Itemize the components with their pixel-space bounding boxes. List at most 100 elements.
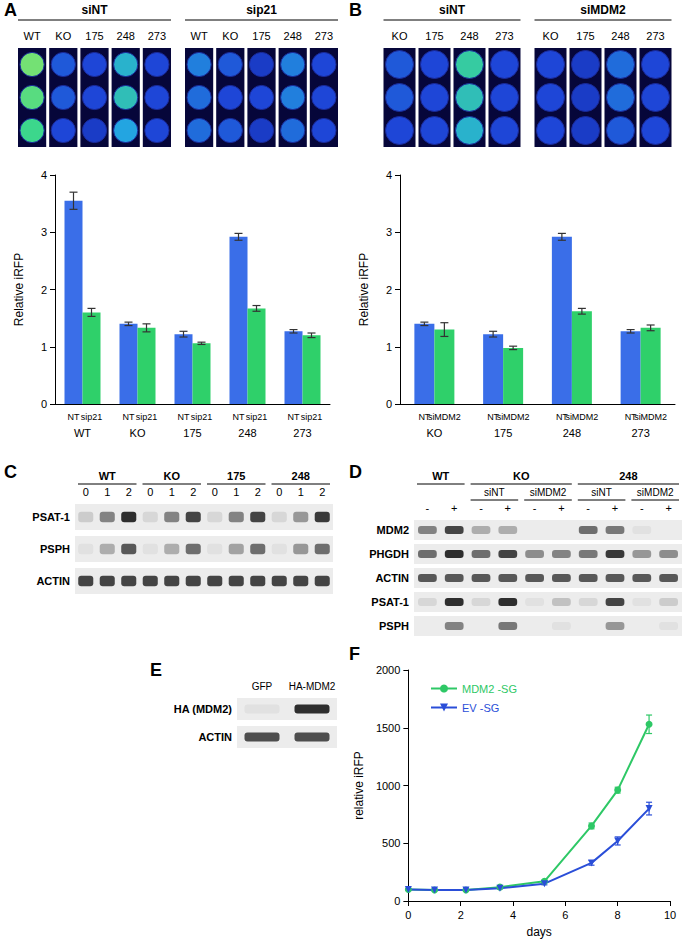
svg-text:1: 1 (41, 341, 47, 353)
svg-text:175: 175 (576, 30, 594, 42)
svg-text:1: 1 (298, 486, 304, 498)
svg-text:+: + (451, 502, 457, 514)
svg-text:WT: WT (432, 470, 449, 482)
svg-text:4: 4 (510, 909, 516, 921)
svg-text:1: 1 (386, 341, 392, 353)
svg-text:WT: WT (191, 30, 208, 42)
svg-text:273: 273 (148, 30, 166, 42)
svg-text:siMDM2: siMDM2 (530, 487, 567, 498)
svg-text:0: 0 (276, 486, 282, 498)
svg-text:500: 500 (382, 837, 400, 849)
svg-text:10: 10 (664, 909, 676, 921)
svg-text:siMDM2: siMDM2 (565, 412, 598, 422)
svg-text:2: 2 (41, 284, 47, 296)
svg-text:NT: NT (68, 412, 80, 422)
svg-text:273: 273 (495, 30, 513, 42)
svg-text:Relative iRFP: Relative iRFP (357, 253, 371, 326)
svg-text:siNT: siNT (81, 3, 108, 17)
svg-text:0: 0 (212, 486, 218, 498)
svg-text:KO: KO (543, 30, 559, 42)
svg-text:3: 3 (386, 226, 392, 238)
svg-text:-: - (426, 502, 430, 514)
svg-text:8: 8 (615, 909, 621, 921)
svg-text:MDM2 -SG: MDM2 -SG (462, 683, 517, 695)
svg-text:sip21: sip21 (81, 412, 103, 422)
svg-text:175: 175 (85, 30, 103, 42)
svg-text:E: E (150, 660, 162, 680)
svg-text:HA (MDM2): HA (MDM2) (174, 703, 233, 715)
svg-text:KO: KO (426, 427, 442, 439)
svg-text:1: 1 (104, 486, 110, 498)
svg-text:siNT: siNT (484, 487, 505, 498)
svg-text:ACTIN: ACTIN (36, 575, 70, 587)
svg-text:273: 273 (315, 30, 333, 42)
svg-text:KO: KO (222, 30, 238, 42)
svg-text:-: - (640, 502, 644, 514)
svg-text:Relative iRFP: Relative iRFP (12, 253, 26, 326)
svg-text:F: F (349, 644, 360, 664)
svg-text:days: days (527, 925, 552, 939)
svg-text:HA-MDM2: HA-MDM2 (289, 681, 336, 692)
svg-text:PSAT-1: PSAT-1 (32, 511, 70, 523)
svg-text:KO: KO (55, 30, 71, 42)
svg-text:-: - (479, 502, 483, 514)
svg-text:siNT: siNT (439, 3, 466, 17)
svg-text:2: 2 (458, 909, 464, 921)
svg-text:B: B (349, 0, 362, 20)
svg-text:WT: WT (99, 470, 116, 482)
svg-text:1500: 1500 (376, 722, 400, 734)
svg-text:2000: 2000 (376, 664, 400, 676)
svg-text:2: 2 (126, 486, 132, 498)
svg-text:-: - (586, 502, 590, 514)
svg-text:1000: 1000 (376, 780, 400, 792)
svg-text:A: A (4, 0, 17, 20)
svg-text:siMDM2: siMDM2 (428, 412, 461, 422)
svg-text:175: 175 (425, 30, 443, 42)
svg-text:WT: WT (74, 427, 91, 439)
svg-text:EV -SG: EV -SG (462, 702, 499, 714)
svg-text:MDM2: MDM2 (377, 524, 409, 536)
svg-text:ACTIN: ACTIN (375, 572, 409, 584)
svg-text:248: 248 (238, 427, 256, 439)
svg-text:GFP: GFP (252, 681, 273, 692)
svg-text:+: + (665, 502, 671, 514)
svg-text:sip21: sip21 (246, 412, 268, 422)
svg-text:siMDM2: siMDM2 (634, 412, 667, 422)
svg-text:175: 175 (183, 427, 201, 439)
svg-text:NT: NT (178, 412, 190, 422)
svg-text:2: 2 (190, 486, 196, 498)
svg-text:248: 248 (117, 30, 135, 42)
svg-text:248: 248 (611, 30, 629, 42)
svg-text:sip21: sip21 (136, 412, 158, 422)
svg-text:-: - (533, 502, 537, 514)
svg-text:248: 248 (563, 427, 581, 439)
svg-text:0: 0 (405, 909, 411, 921)
svg-text:0: 0 (147, 486, 153, 498)
svg-text:273: 273 (631, 427, 649, 439)
svg-text:PSAT-1: PSAT-1 (371, 596, 409, 608)
svg-text:175: 175 (227, 470, 245, 482)
svg-text:relative iRFP: relative iRFP (352, 751, 366, 820)
svg-text:248: 248 (284, 30, 302, 42)
svg-text:273: 273 (293, 427, 311, 439)
svg-text:KO: KO (392, 30, 408, 42)
svg-text:WT: WT (24, 30, 41, 42)
svg-text:sip21: sip21 (246, 3, 277, 17)
svg-text:2: 2 (386, 284, 392, 296)
svg-text:6: 6 (562, 909, 568, 921)
svg-text:siMDM2: siMDM2 (637, 487, 674, 498)
svg-text:PSPH: PSPH (379, 620, 409, 632)
svg-text:248: 248 (619, 470, 637, 482)
svg-text:0: 0 (386, 398, 392, 410)
svg-text:+: + (558, 502, 564, 514)
svg-text:sip21: sip21 (301, 412, 323, 422)
svg-text:248: 248 (292, 470, 310, 482)
svg-text:sip21: sip21 (191, 412, 213, 422)
svg-text:4: 4 (386, 169, 392, 181)
svg-text:KO: KO (164, 470, 181, 482)
svg-text:1: 1 (233, 486, 239, 498)
svg-text:2: 2 (255, 486, 261, 498)
svg-text:0: 0 (394, 895, 400, 907)
svg-text:PHGDH: PHGDH (369, 548, 409, 560)
svg-text:+: + (612, 502, 618, 514)
